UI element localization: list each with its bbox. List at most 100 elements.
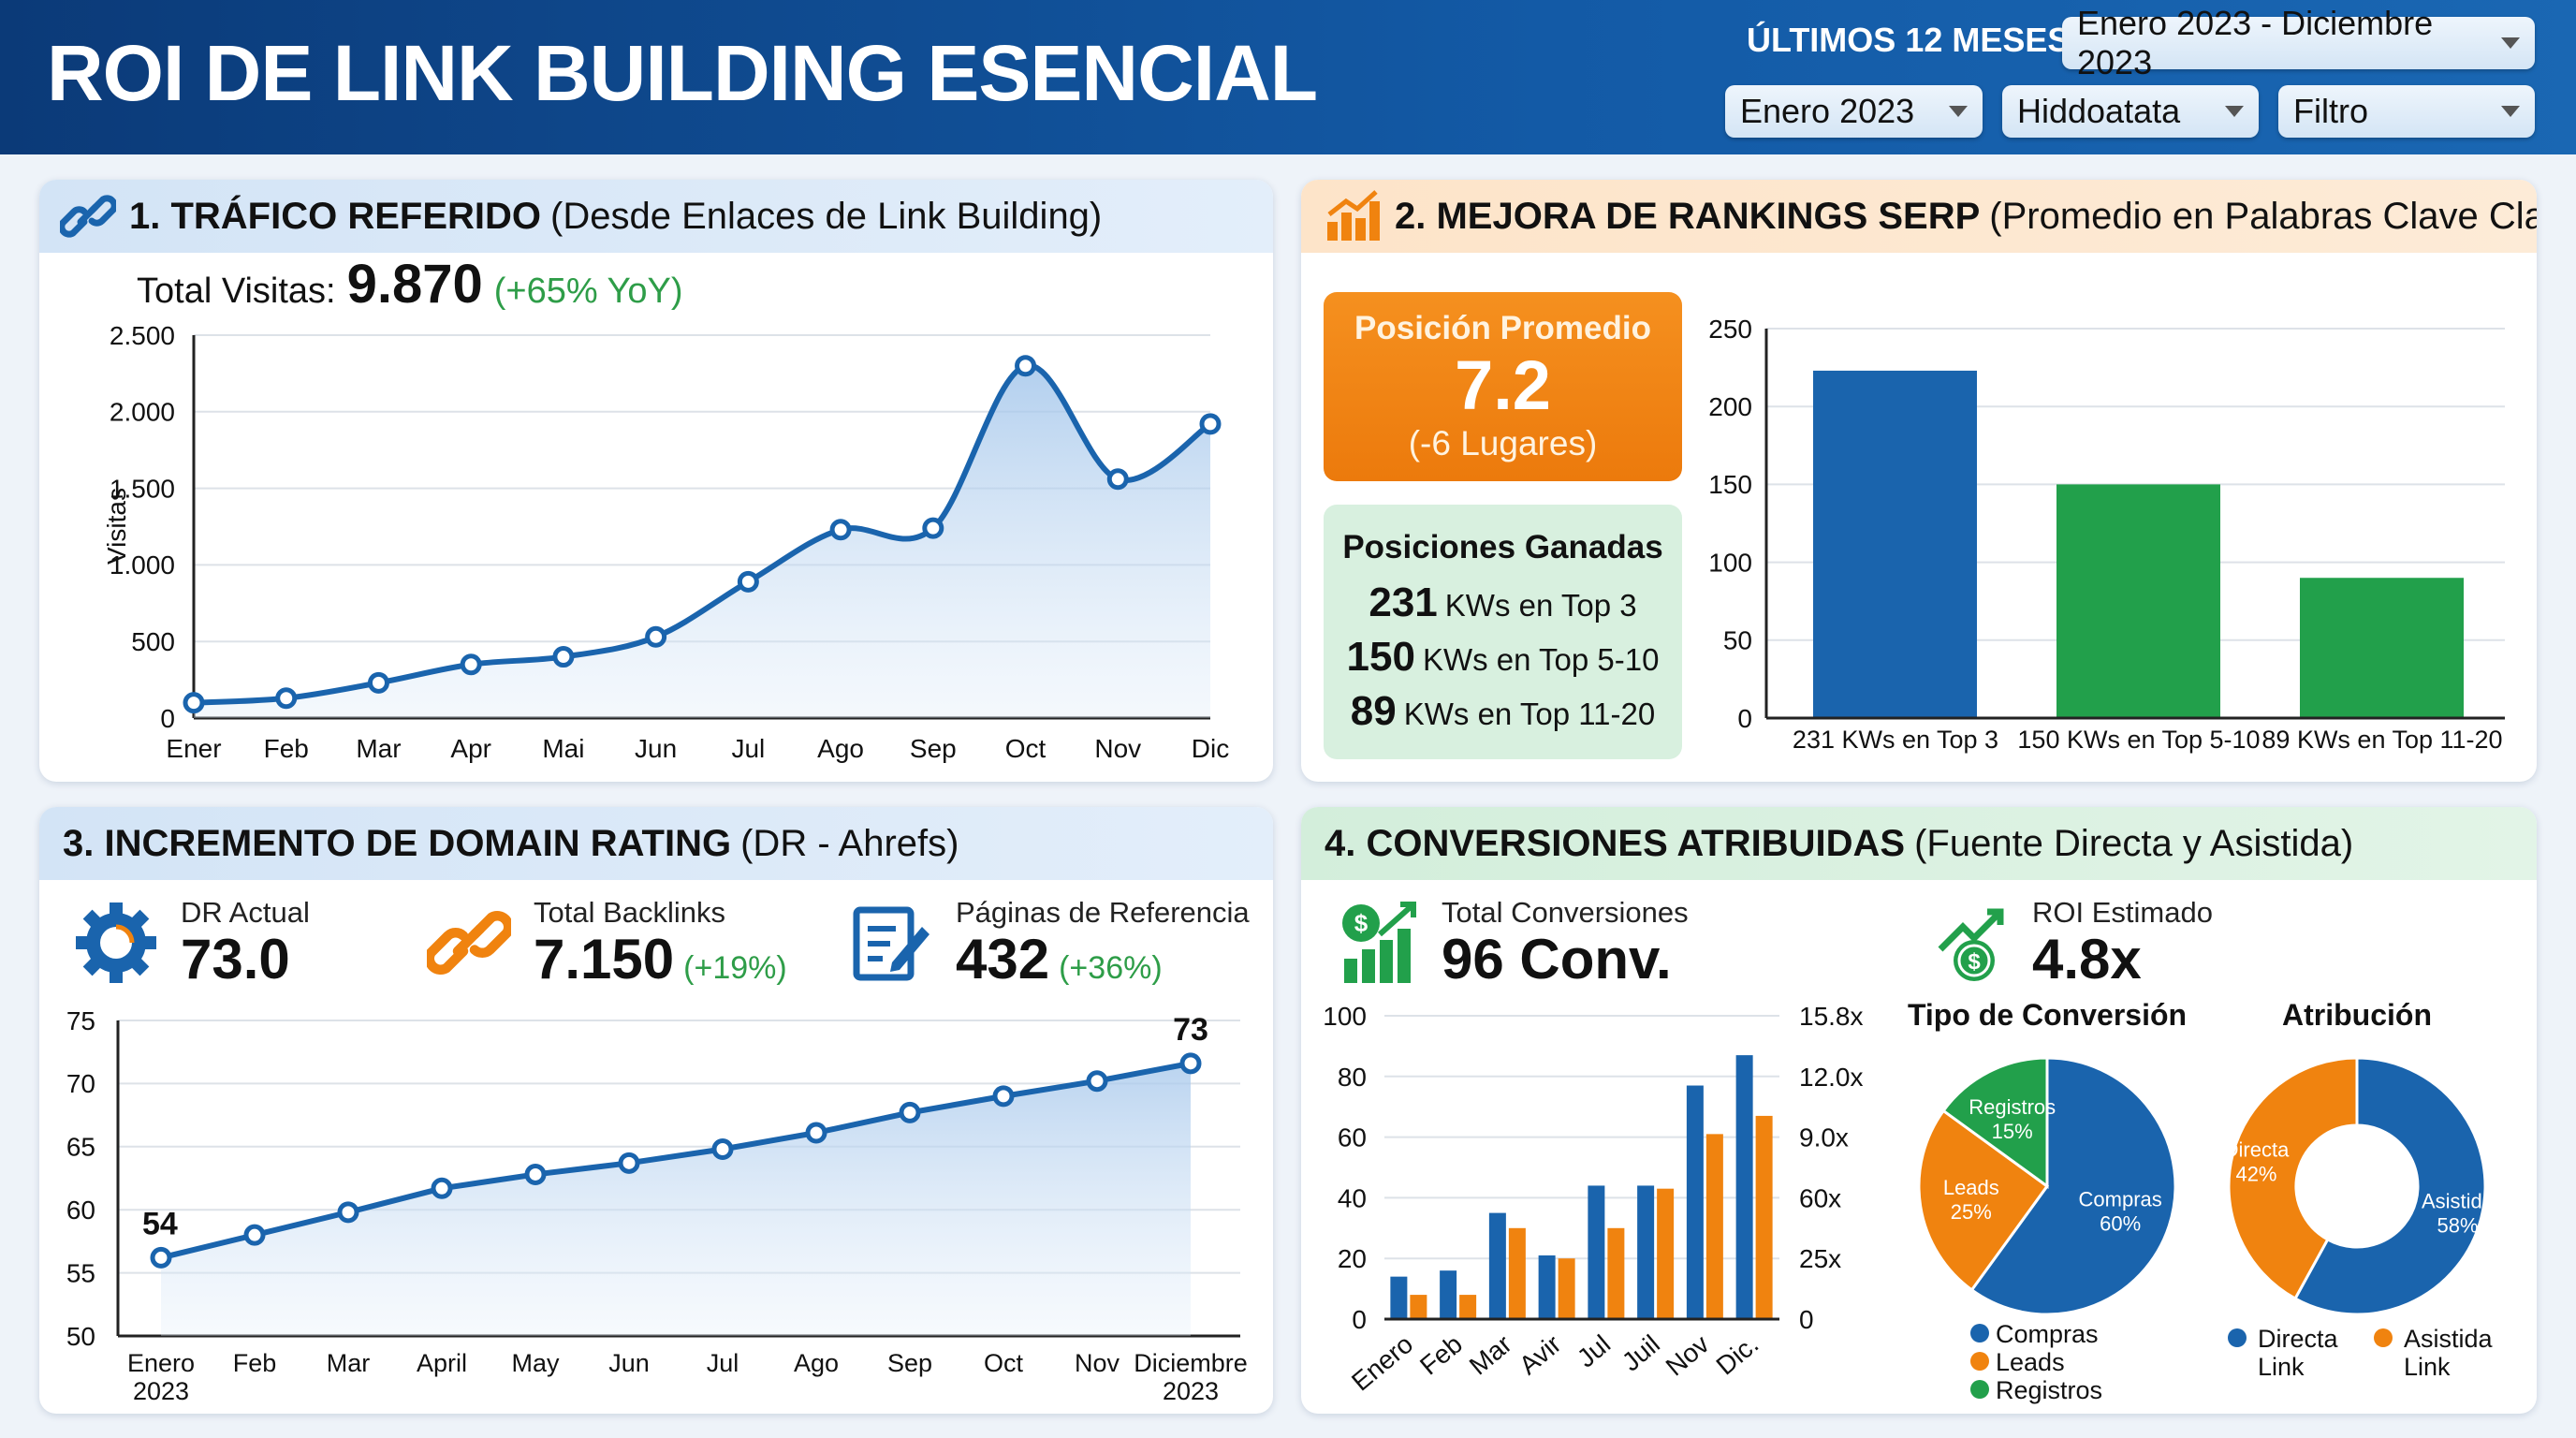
legend-label: Registros xyxy=(1996,1376,2102,1404)
conversions-charts: 0 0 20 25x 40 60x 60 9.0x 80 12.0x 100 15.8x EneroFe… xyxy=(1323,998,2495,1404)
x-tick-label: Sep xyxy=(887,1349,932,1377)
data-point xyxy=(922,517,944,539)
x-tick-label: Jun xyxy=(635,734,677,763)
page-title: ROI DE LINK BUILDING ESENCIAL xyxy=(47,29,1318,117)
y-tick-label: 80 xyxy=(1338,1063,1367,1092)
positions-gained-card: Posiciones Ganadas 231 KWs en Top 3 150 KW… xyxy=(1324,505,1682,759)
x-tick-label: 89 KWs en Top 11-20 xyxy=(2261,726,2502,754)
slice-label: Leads xyxy=(1943,1176,1999,1199)
y-tick-label: 100 xyxy=(1708,548,1752,577)
filter-dropdown[interactable]: Filtro xyxy=(2278,85,2535,138)
x-tick-label: Nov xyxy=(1075,1349,1120,1377)
legend-label: Directa xyxy=(2258,1325,2339,1353)
period-dropdown[interactable]: Enero 2023 - Diciembre 2023 xyxy=(2062,4,2535,81)
slice-percent: 58% xyxy=(2437,1214,2478,1238)
panel-subtitle: (Desde Enlaces de Link Building) xyxy=(550,195,1103,237)
panel-header: 3. INCREMENTO DE DOMAIN RATING (DR - Ahre… xyxy=(39,807,1273,880)
y-tick-label: 150 xyxy=(1708,470,1752,499)
gained-count: 89 xyxy=(1350,688,1397,734)
x-tick-label: Jul xyxy=(731,734,765,763)
period-label: ÚLTIMOS 12 MESES: xyxy=(1747,21,2082,59)
document-edit-icon xyxy=(853,906,929,980)
x-tick-label: Diciembre xyxy=(1134,1349,1248,1377)
slice-label: Compras xyxy=(2079,1187,2162,1211)
y-tick-label: 100 xyxy=(1323,1002,1367,1031)
month-value: Enero 2023 xyxy=(1740,92,1915,130)
bar xyxy=(2300,578,2464,718)
data-point xyxy=(737,570,759,593)
panel-header: 4. CONVERSIONES ATRIBUIDAS (Fuente Direct… xyxy=(1301,807,2537,880)
rankings-bar-chart: 0 50 100 150 200 250 231 KWs en Top 3 150 KWs e… xyxy=(1708,315,2505,754)
bar xyxy=(1657,1188,1675,1319)
kpi-value: 432 xyxy=(956,928,1050,990)
data-point xyxy=(645,625,667,648)
x-tick-label: 2023 xyxy=(133,1377,189,1405)
x-tick-label: Nov xyxy=(1661,1329,1715,1382)
start-value-label: 54 xyxy=(142,1206,178,1241)
y2-tick-label: 0 xyxy=(1799,1305,1814,1334)
bar xyxy=(1440,1270,1457,1319)
domain-rating-panel: 3. INCREMENTO DE DOMAIN RATING (DR - Ahre… xyxy=(39,807,1273,1414)
data-point xyxy=(337,1201,359,1224)
chevron-down-icon xyxy=(1949,106,1968,117)
chevron-down-icon xyxy=(2501,106,2520,117)
data-point xyxy=(711,1137,734,1160)
month-dropdown[interactable]: Enero 2023 xyxy=(1725,85,1983,138)
y-axis-label: Visitas xyxy=(102,488,131,565)
kpi-total-conversions: $ Total Conversiones 96 Conv. xyxy=(1339,896,1689,989)
average-position-card: Posición Promedio 7.2 (-6 Lugares) xyxy=(1324,292,1682,481)
legend-dot xyxy=(2228,1328,2247,1347)
x-tick-label: Jul xyxy=(1572,1329,1616,1373)
bar xyxy=(1508,1227,1526,1319)
bar xyxy=(1755,1115,1773,1319)
data-point xyxy=(243,1224,266,1246)
end-value-label: 73 xyxy=(1173,1012,1208,1048)
y-tick-label: 0 xyxy=(1737,704,1752,733)
bar xyxy=(1410,1295,1427,1319)
bar xyxy=(1705,1134,1723,1319)
y2-tick-label: 15.8x xyxy=(1799,1002,1864,1031)
x-tick-label: May xyxy=(511,1349,560,1377)
x-tick-label: Feb xyxy=(233,1349,277,1377)
bar xyxy=(1538,1255,1556,1319)
x-tick-label: Mar xyxy=(327,1349,371,1377)
y-tick-label: 1.500 xyxy=(110,474,175,503)
y-tick-label: 0 xyxy=(1352,1305,1367,1334)
y-tick-label: 50 xyxy=(66,1322,95,1351)
total-visits-value: 9.870 xyxy=(346,254,483,315)
svg-text:$: $ xyxy=(1968,949,1981,975)
conversions-panel: 4. CONVERSIONES ATRIBUIDAS (Fuente Direct… xyxy=(1301,807,2537,1414)
data-point xyxy=(805,1122,827,1144)
x-tick-label: Enero xyxy=(127,1349,195,1377)
data-point xyxy=(618,1152,640,1174)
panel-title: 3. INCREMENTO DE DOMAIN RATING xyxy=(63,822,732,864)
pie-slice xyxy=(1969,1056,2177,1316)
slice-percent: 25% xyxy=(1951,1200,1992,1224)
slice-label: Directa xyxy=(2224,1137,2290,1161)
money-growth-chart-icon: $ xyxy=(1342,901,1416,983)
avg-position-value: 7.2 xyxy=(1455,346,1551,425)
legend-label: Link xyxy=(2404,1353,2451,1381)
data-point xyxy=(1106,468,1129,491)
x-tick-label: 2023 xyxy=(1163,1377,1219,1405)
link-icon xyxy=(60,190,116,242)
x-tick-label: Jul xyxy=(707,1349,739,1377)
gained-count: 150 xyxy=(1346,634,1415,680)
y-tick-label: 2.500 xyxy=(110,321,175,350)
y-tick-label: 50 xyxy=(1723,626,1752,655)
avg-position-change: (-6 Lugares) xyxy=(1408,423,1598,462)
legend-dot xyxy=(1970,1380,1989,1399)
panel-title: 4. CONVERSIONES ATRIBUIDAS xyxy=(1325,822,1906,864)
y-tick-label: 70 xyxy=(66,1069,95,1098)
legend-dot xyxy=(2374,1328,2393,1347)
area-fill xyxy=(194,365,1210,718)
x-tick-label: Jun xyxy=(608,1349,650,1377)
kpi-label: ROI Estimado xyxy=(2032,896,2213,929)
slice-percent: 60% xyxy=(2100,1211,2141,1235)
data-point xyxy=(1199,413,1222,435)
period-value: Enero 2023 - Diciembre 2023 xyxy=(2077,4,2434,81)
y-tick-label: 40 xyxy=(1338,1183,1367,1212)
second-filter-dropdown[interactable]: Hiddoatata xyxy=(2002,85,2259,138)
x-tick-label: Apr xyxy=(450,734,491,763)
legend-dot xyxy=(1970,1324,1989,1343)
